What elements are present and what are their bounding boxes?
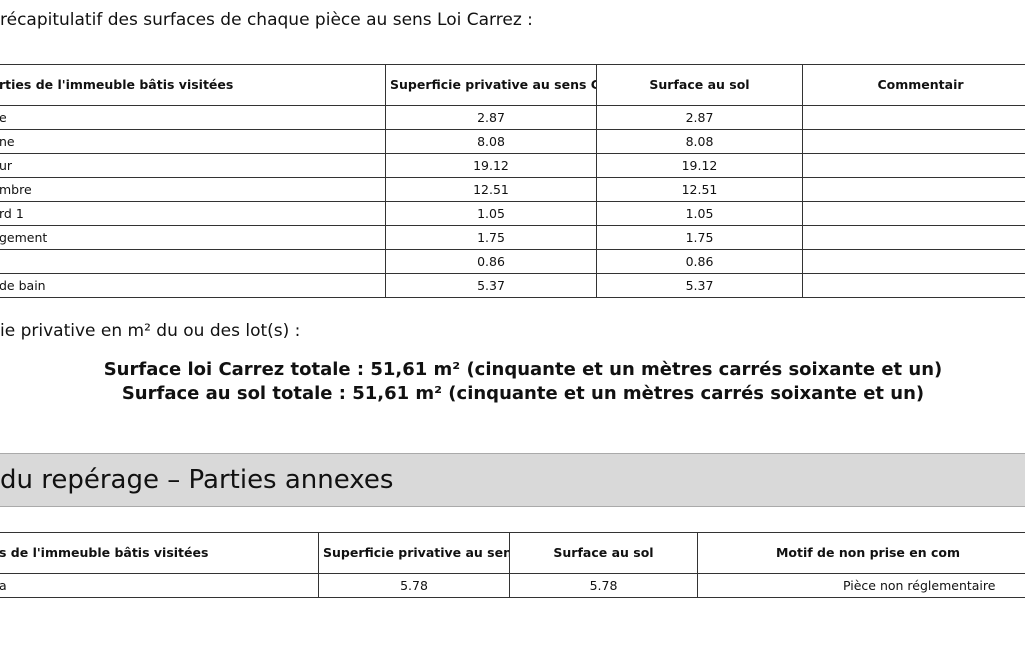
total: Surface au sol totale : 51,61 m² (cinqua… bbox=[121, 383, 925, 404]
cell: 5.37 bbox=[596, 273, 803, 298]
row: e2.872.87 bbox=[0, 105, 1025, 130]
cell: gement bbox=[0, 225, 386, 250]
cell: 12.51 bbox=[385, 177, 597, 202]
cell bbox=[0, 249, 386, 274]
cell: 1.75 bbox=[385, 225, 597, 250]
row: ur 19.12 19.12 bbox=[0, 153, 1025, 178]
cell bbox=[802, 129, 1025, 154]
subtitle: ie privative en m² du ou des lot(s) : bbox=[0, 321, 301, 341]
cell: Pièce non réglementaire bbox=[697, 573, 1025, 598]
cell: 5.78 bbox=[318, 573, 510, 598]
cell bbox=[802, 273, 1025, 298]
header-cell: Commentair bbox=[802, 64, 1025, 106]
row: rd 1 1.05 1.05 bbox=[0, 201, 1025, 226]
cell: 1.75 bbox=[596, 225, 803, 250]
cell: ne bbox=[0, 129, 386, 154]
cell: mbre bbox=[0, 177, 386, 202]
cell: de bain bbox=[0, 273, 386, 298]
header-cell: Motif de non prise en com bbox=[697, 532, 1025, 574]
cell: 0.86 bbox=[385, 249, 597, 274]
cell: 1.05 bbox=[596, 201, 803, 226]
header-cell: Superficie privative au sens Carrez bbox=[385, 64, 597, 106]
cell: 2.87 bbox=[596, 105, 803, 130]
cell: 0.86 bbox=[596, 249, 803, 274]
cell bbox=[802, 177, 1025, 202]
cell bbox=[802, 249, 1025, 274]
cell: 5.78 bbox=[509, 573, 698, 598]
cell: e bbox=[0, 105, 386, 130]
header-cell: Superficie privative au sens Carrez bbox=[318, 532, 510, 574]
cell: 19.12 bbox=[596, 153, 803, 178]
intro: récapitulatif des surfaces de chaque piè… bbox=[0, 10, 533, 30]
cell: rd 1 bbox=[0, 201, 386, 226]
cell bbox=[802, 225, 1025, 250]
header-cell: rties de l'immeuble bâtis visitées bbox=[0, 64, 386, 106]
cell bbox=[802, 201, 1025, 226]
cell bbox=[802, 105, 1025, 130]
cell: 12.51 bbox=[596, 177, 803, 202]
row: mbre 12.51 12.51 bbox=[0, 177, 1025, 202]
section-title: du repérage – Parties annexes bbox=[0, 465, 394, 495]
section-band: du repérage – Parties annexes bbox=[0, 453, 1025, 507]
row: de bain 5.37 5.37 bbox=[0, 273, 1025, 298]
cell: 5.37 bbox=[385, 273, 597, 298]
cell: 1.05 bbox=[385, 201, 597, 226]
row: gement 1.75 1.75 bbox=[0, 225, 1025, 250]
table: s de l'immeuble bâtis visitées Superficie… bbox=[0, 532, 1025, 598]
cell: 19.12 bbox=[385, 153, 597, 178]
header-cell: Surface au sol bbox=[509, 532, 698, 574]
cell: 8.08 bbox=[596, 129, 803, 154]
cell: 8.08 bbox=[385, 129, 597, 154]
cell bbox=[802, 153, 1025, 178]
cell: ur bbox=[0, 153, 386, 178]
row: ne 8.08 8.08 bbox=[0, 129, 1025, 154]
row: 0.86 0.86 bbox=[0, 249, 1025, 274]
header-cell: Surface au sol bbox=[596, 64, 803, 106]
total: Surface loi Carrez totale : 51,61 m² (ci… bbox=[103, 359, 943, 380]
cell: 2.87 bbox=[385, 105, 597, 130]
table: rties de l'immeuble bâtis visitées Superf… bbox=[0, 64, 1025, 298]
cell: a bbox=[0, 573, 319, 598]
header-cell: s de l'immeuble bâtis visitées bbox=[0, 532, 319, 574]
